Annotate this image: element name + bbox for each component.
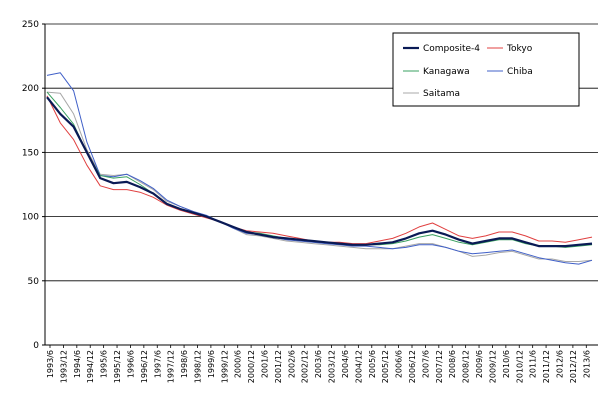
x-axis-ticks: 1993/6 1993/12 1994/6 1994/12 1995/6 1995/12 1… [46,345,591,383]
legend: Composite-4 Tokyo Kanagawa Chiba Saitama [393,33,579,106]
x-tick-label: 1997/12 [167,350,176,383]
x-tick-label: 2004/12 [354,350,363,383]
x-tick-label: 2009/6 [475,350,484,378]
x-tick-label: 2000/12 [247,350,256,383]
y-tick-label: 150 [22,148,39,158]
x-tick-label: 2003/6 [314,350,323,378]
x-tick-label: 2001/6 [261,350,270,378]
x-tick-label: 1999/6 [207,350,216,378]
x-tick-label: 2005/6 [368,350,377,378]
legend-label: Tokyo [506,44,533,54]
x-tick-label: 2011/12 [542,350,551,383]
y-tick-label: 50 [28,277,40,287]
x-tick-label: 1994/6 [73,350,82,378]
x-tick-label: 2002/12 [301,350,310,383]
x-tick-label: 2012/12 [569,350,578,383]
x-tick-label: 2010/6 [502,350,511,378]
x-tick-label: 1997/6 [153,350,162,378]
x-tick-label: 1993/12 [59,350,68,383]
x-tick-label: 2000/6 [234,350,243,378]
x-tick-label: 1999/12 [220,350,229,383]
legend-label: Kanagawa [423,67,470,77]
y-tick-label: 100 [22,213,39,223]
x-tick-label: 2012/6 [555,350,564,378]
x-tick-label: 2011/6 [529,350,538,378]
x-tick-label: 1996/6 [126,350,135,378]
x-tick-label: 2009/12 [488,350,497,383]
y-tick-label: 200 [22,84,39,94]
x-tick-label: 2006/12 [408,350,417,383]
x-tick-label: 2007/12 [435,350,444,383]
x-tick-label: 2008/6 [448,350,457,378]
legend-label: Chiba [507,67,533,77]
x-tick-label: 2002/6 [287,350,296,378]
x-tick-label: 1996/12 [140,350,149,383]
y-tick-label: 250 [22,20,39,30]
x-tick-label: 1998/12 [193,350,202,383]
x-tick-label: 2003/12 [328,350,337,383]
x-tick-label: 1993/6 [46,350,55,378]
x-tick-label: 1995/6 [100,350,109,378]
x-tick-label: 2006/6 [395,350,404,378]
legend-label: Saitama [423,89,460,99]
x-tick-label: 2005/12 [381,350,390,383]
x-tick-label: 2010/12 [515,350,524,383]
x-tick-label: 2004/6 [341,350,350,378]
x-tick-label: 2001/12 [274,350,283,383]
legend-box [393,33,579,106]
legend-label: Composite-4 [423,44,480,54]
x-tick-label: 1995/12 [113,350,122,383]
x-tick-label: 1998/6 [180,350,189,378]
x-tick-label: 2008/12 [462,350,471,383]
y-tick-label: 0 [33,341,39,351]
x-tick-label: 2013/6 [582,350,591,378]
x-tick-label: 2007/6 [421,350,430,378]
x-tick-label: 1994/12 [86,350,95,383]
